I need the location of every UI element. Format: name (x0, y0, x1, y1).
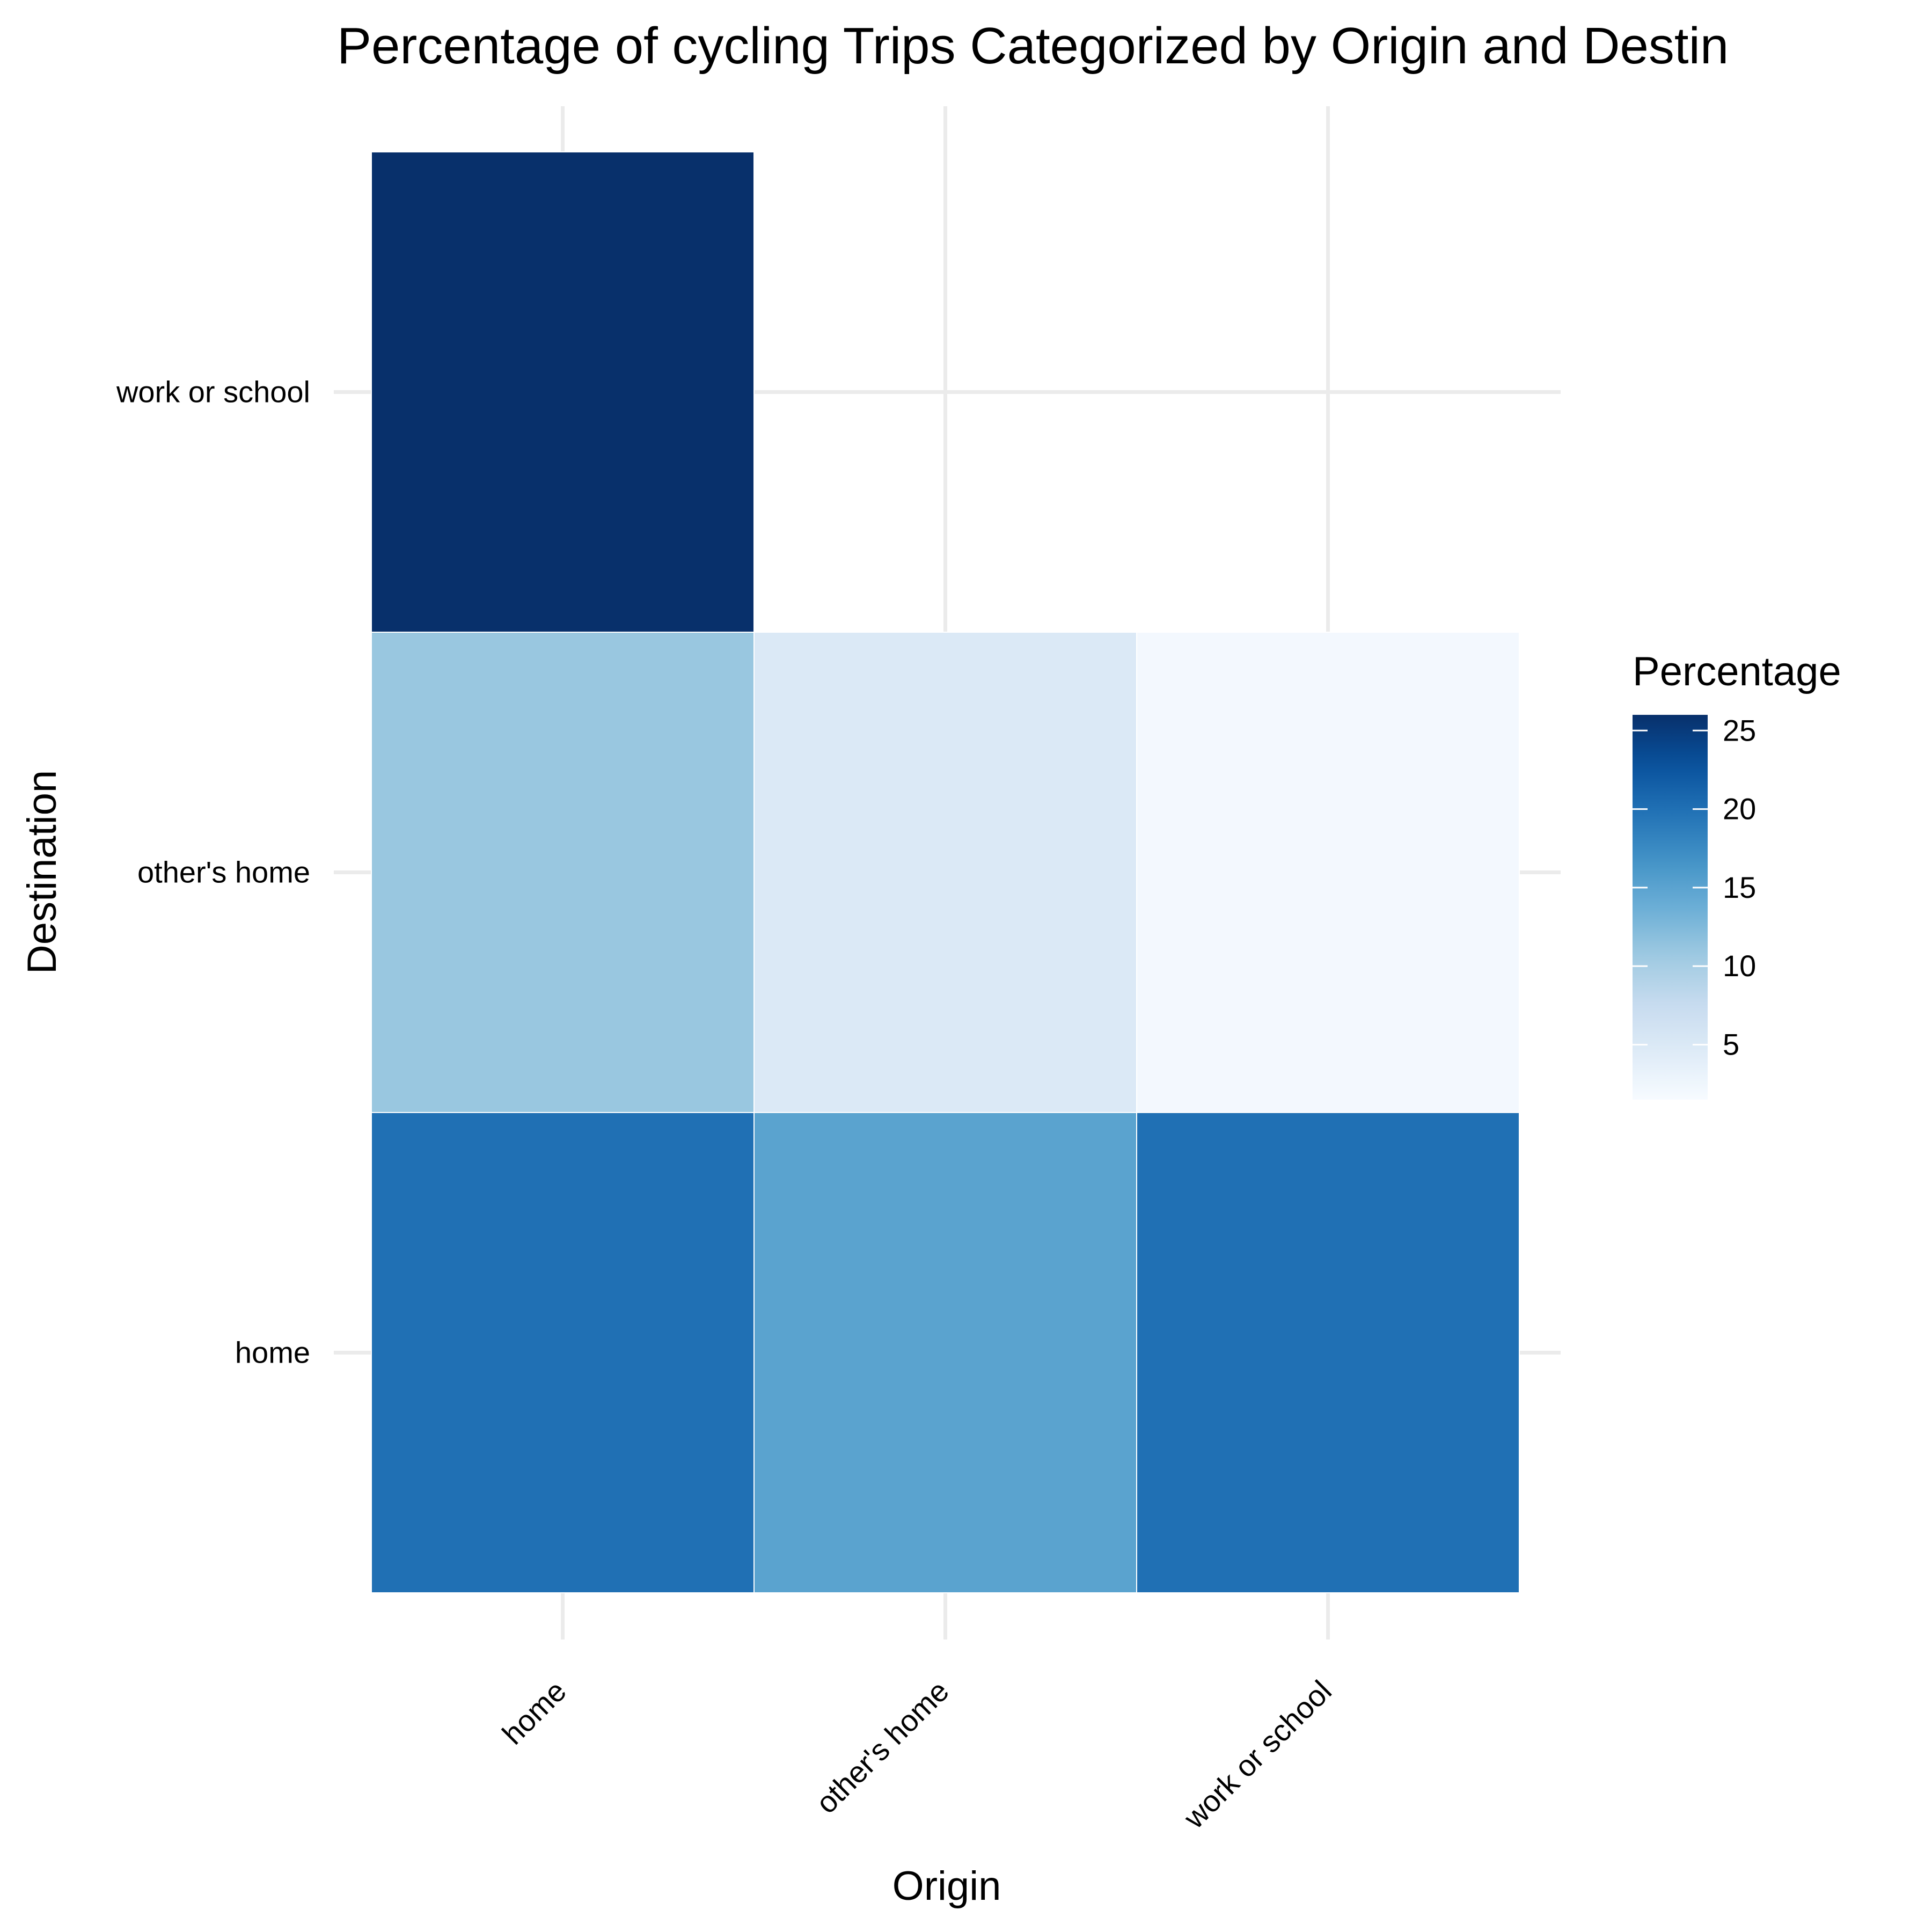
legend-tick-label: 15 (1723, 870, 1756, 904)
heatmap-cell-work-or-school-to-other-s-home (1136, 632, 1520, 1113)
heatmap-cell-home-to-other-s-home (371, 632, 755, 1113)
legend-ticks: 5 10 15 20 25 (1633, 713, 1756, 1062)
heatmap-cell-work-or-school-to-home (1136, 1112, 1520, 1593)
heatmap-cell-home-to-home (371, 1112, 755, 1593)
legend-title: Percentage (1633, 649, 1841, 694)
x-axis-title: Origin (892, 1863, 1001, 1909)
legend-tick-label: 10 (1723, 949, 1756, 983)
heatmap-cell-other-s-home-to-home (753, 1112, 1137, 1593)
heatmap-cell-other-s-home-to-other-s-home (753, 632, 1137, 1113)
legend-tick-label: 5 (1723, 1028, 1739, 1062)
color-legend: Percentage 5 10 15 20 25 (1633, 649, 1841, 1100)
legend-color-bar (1633, 715, 1708, 1100)
x-tick-label: work or school (1176, 1674, 1338, 1835)
legend-tick-label: 25 (1723, 713, 1756, 747)
y-axis-title: Destination (19, 770, 65, 974)
heatmap-cells (371, 151, 1520, 1593)
x-tick-label: other's home (809, 1674, 955, 1820)
y-tick-label: other's home (137, 855, 310, 889)
legend-tick-label: 20 (1723, 792, 1756, 826)
y-tick-label: work or school (116, 375, 310, 409)
y-tick-label: home (235, 1336, 310, 1370)
heatmap-cell-home-to-work-or-school (371, 151, 755, 633)
x-tick-label: home (495, 1674, 573, 1751)
chart-title: Percentage of cycling Trips Categorized … (337, 17, 1729, 75)
